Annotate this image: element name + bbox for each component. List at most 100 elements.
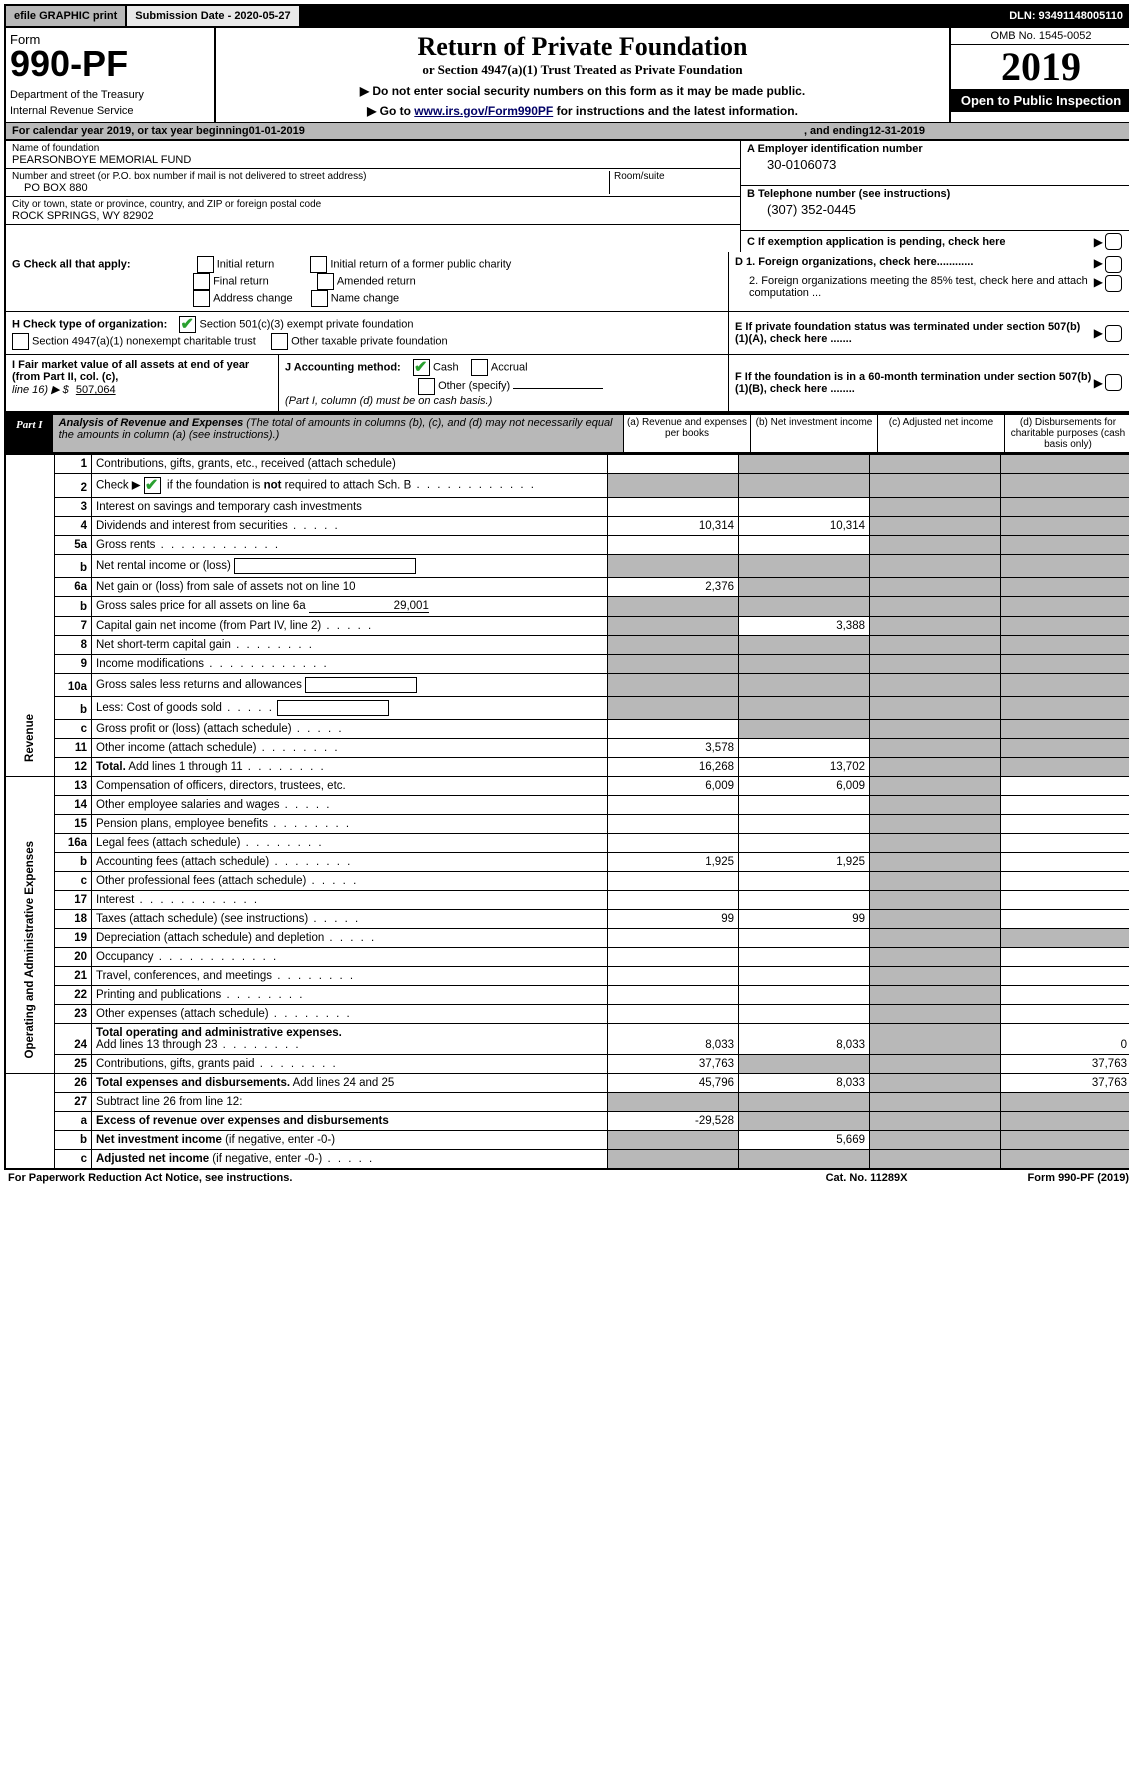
line-no: 6a [55, 577, 92, 596]
cell [1001, 497, 1129, 516]
line-desc: Subtract line 26 from line 12: [92, 1092, 608, 1111]
cell: 3,388 [739, 616, 870, 635]
cell: 10,314 [608, 516, 739, 535]
cell [870, 833, 1001, 852]
j-accrual-checkbox[interactable] [471, 359, 488, 376]
table-row: 18Taxes (attach schedule) (see instructi… [5, 909, 1129, 928]
line-no: b [55, 1130, 92, 1149]
line-desc: Total operating and administrative expen… [92, 1023, 608, 1054]
col-c-header: (c) Adjusted net income [877, 415, 1004, 452]
j-cash-checkbox[interactable] [413, 359, 430, 376]
irs-link[interactable]: www.irs.gov/Form990PF [414, 104, 553, 118]
g-final-checkbox[interactable] [193, 273, 210, 290]
h-4947-checkbox[interactable] [12, 333, 29, 350]
cell [870, 616, 1001, 635]
cell [608, 635, 739, 654]
g-amended-checkbox[interactable] [317, 273, 334, 290]
cell [1001, 833, 1129, 852]
sch-b-checkbox[interactable] [144, 477, 161, 494]
line-no: 15 [55, 814, 92, 833]
f-cell: F If the foundation is in a 60-month ter… [728, 355, 1129, 411]
cell: 2,376 [608, 577, 739, 596]
cell [1001, 719, 1129, 738]
line-no: 24 [55, 1023, 92, 1054]
cell [1001, 928, 1129, 947]
line-no: 12 [55, 757, 92, 776]
calendar-year-row: For calendar year 2019, or tax year begi… [4, 122, 1129, 141]
cell [1001, 635, 1129, 654]
r6b-value: 29,001 [309, 600, 429, 613]
cal-end: 12-31-2019 [869, 125, 925, 137]
submission-date: Submission Date - 2020-05-27 [125, 6, 298, 26]
line-desc: Net gain or (loss) from sale of assets n… [92, 577, 608, 596]
cal-begin: 01-01-2019 [249, 125, 305, 137]
f-checkbox[interactable] [1105, 374, 1122, 391]
cell [739, 985, 870, 1004]
city-cell: City or town, state or province, country… [6, 197, 740, 225]
line-no: 20 [55, 947, 92, 966]
footer-catno: Cat. No. 11289X [826, 1172, 908, 1184]
g-initial-checkbox[interactable] [197, 256, 214, 273]
tax-year: 2019 [951, 45, 1129, 89]
table-row: 4Dividends and interest from securities … [5, 516, 1129, 535]
cell [608, 1130, 739, 1149]
d1-label: D 1. Foreign organizations, check here..… [735, 256, 1094, 273]
line-no: b [55, 696, 92, 719]
d1-checkbox[interactable] [1105, 256, 1122, 273]
cell: 13,702 [739, 757, 870, 776]
line-no: 22 [55, 985, 92, 1004]
h-other: Other taxable private foundation [291, 335, 448, 347]
j-other-checkbox[interactable] [418, 378, 435, 395]
h-501c3: Section 501(c)(3) exempt private foundat… [199, 318, 413, 330]
line-desc: Depreciation (attach schedule) and deple… [92, 928, 608, 947]
cell [608, 673, 739, 696]
table-row: 21Travel, conferences, and meetings [5, 966, 1129, 985]
cell [870, 454, 1001, 473]
line-desc: Net short-term capital gain [92, 635, 608, 654]
dln: DLN: 93491148005110 [1001, 6, 1129, 26]
cell [739, 473, 870, 497]
e-checkbox[interactable] [1105, 325, 1122, 342]
line-no: 23 [55, 1004, 92, 1023]
h-501c3-checkbox[interactable] [179, 316, 196, 333]
instr-goto: ▶ Go to www.irs.gov/Form990PF for instru… [224, 104, 941, 118]
line-desc: Gross sales less returns and allowances [92, 673, 608, 696]
line-no: 2 [55, 473, 92, 497]
cell: 1,925 [739, 852, 870, 871]
cell: 37,763 [1001, 1054, 1129, 1073]
cell [870, 654, 1001, 673]
instr-goto-pre: ▶ Go to [367, 104, 414, 118]
cell [870, 497, 1001, 516]
cell [608, 719, 739, 738]
cell [739, 596, 870, 616]
cell [739, 928, 870, 947]
cell: 16,268 [608, 757, 739, 776]
g-initial-former-checkbox[interactable] [310, 256, 327, 273]
cell [1001, 947, 1129, 966]
table-row: 23Other expenses (attach schedule) [5, 1004, 1129, 1023]
g-address-checkbox[interactable] [193, 290, 210, 307]
table-row: 24Total operating and administrative exp… [5, 1023, 1129, 1054]
cell [1001, 966, 1129, 985]
table-row: 14Other employee salaries and wages [5, 795, 1129, 814]
revenue-label: Revenue [5, 454, 55, 776]
line-no: 1 [55, 454, 92, 473]
cell [870, 1149, 1001, 1169]
table-row: cAdjusted net income (if negative, enter… [5, 1149, 1129, 1169]
line-no: 4 [55, 516, 92, 535]
d2-checkbox[interactable] [1105, 275, 1122, 292]
r2-post: if the foundation is not required to att… [164, 479, 411, 491]
line-desc: Dividends and interest from securities [92, 516, 608, 535]
line-no: b [55, 554, 92, 577]
cell [870, 635, 1001, 654]
line-desc: Net investment income (if negative, ente… [92, 1130, 608, 1149]
i-line: line 16) ▶ $ [12, 384, 69, 396]
line-desc: Total expenses and disbursements. Add li… [92, 1073, 608, 1092]
table-row: 11Other income (attach schedule) 3,578 [5, 738, 1129, 757]
h-other-checkbox[interactable] [271, 333, 288, 350]
g-name-checkbox[interactable] [311, 290, 328, 307]
cell [1001, 738, 1129, 757]
g-name: Name change [331, 292, 400, 304]
form-header: Form 990-PF Department of the Treasury I… [4, 28, 1129, 122]
c-checkbox[interactable] [1105, 233, 1122, 250]
